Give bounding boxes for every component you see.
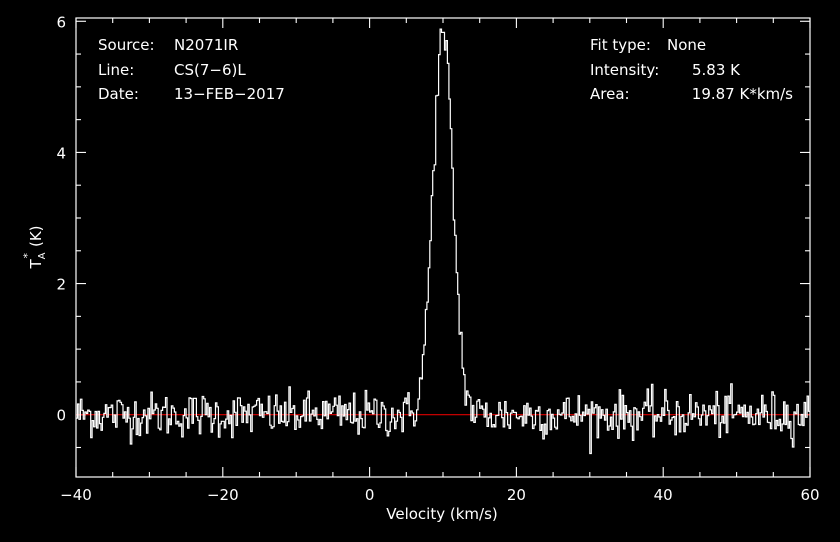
y-axis-label-sub: A xyxy=(37,252,48,259)
y-tick-label: 2 xyxy=(56,276,66,294)
intensity-label: Intensity: xyxy=(590,61,659,79)
date-label: Date: xyxy=(98,85,139,103)
area-value: 19.87 K*km/s xyxy=(692,85,793,103)
source-label: Source: xyxy=(98,36,155,54)
source-value: N2071IR xyxy=(174,36,238,54)
x-axis-label: Velocity (km/s) xyxy=(386,505,497,523)
x-tick-label: −20 xyxy=(207,486,239,504)
x-tick-label: 40 xyxy=(654,486,673,504)
x-tick-label: 0 xyxy=(365,486,375,504)
line-value: CS(7−6)L xyxy=(174,61,246,79)
line-label: Line: xyxy=(98,61,134,79)
tick-labels: −40 −20 0 20 40 60 0 2 4 6 xyxy=(56,13,819,504)
x-tick-label: 20 xyxy=(507,486,526,504)
svg-text:TA*(K): TA* (K) xyxy=(21,225,48,269)
fit-type-value: None xyxy=(667,36,706,54)
spectrum-line xyxy=(76,28,810,455)
y-tick-label: 6 xyxy=(56,13,66,31)
fit-type-label: Fit type: xyxy=(590,36,651,54)
y-axis-label: TA* (K) xyxy=(21,225,48,269)
y-axis-label-main: T xyxy=(27,259,45,270)
area-label: Area: xyxy=(590,85,630,103)
x-tick-label: −40 xyxy=(60,486,92,504)
y-tick-label: 4 xyxy=(56,144,66,162)
y-axis-label-sup: * xyxy=(21,253,34,259)
x-tick-label: 60 xyxy=(800,486,819,504)
y-tick-label: 0 xyxy=(56,407,66,425)
plot-frame xyxy=(75,17,811,478)
intensity-value: 5.83 K xyxy=(692,61,741,79)
date-value: 13−FEB−2017 xyxy=(174,85,285,103)
axis-ticks xyxy=(75,18,811,477)
y-axis-label-unit: (K) xyxy=(27,225,45,247)
